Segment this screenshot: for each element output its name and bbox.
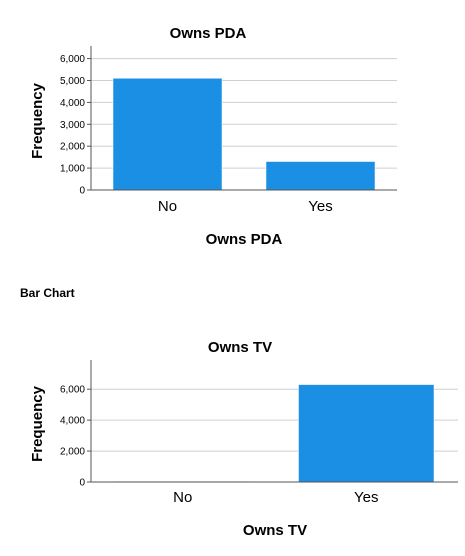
y-tick-label: 5,000 (60, 76, 85, 87)
x-tick-label: Yes (354, 489, 378, 506)
y-axis-title: Frequency (29, 385, 46, 462)
chart-title: Owns PDA (170, 25, 247, 42)
y-tick-label: 3,000 (60, 120, 85, 131)
y-tick-label: 2,000 (60, 447, 85, 458)
bar-no (112, 78, 223, 191)
y-tick-label: 0 (79, 478, 85, 489)
section-label: Bar Chart (20, 286, 75, 300)
x-axis-title: Owns PDA (206, 231, 283, 248)
x-axis-title: Owns TV (243, 522, 307, 539)
chart-title: Owns TV (208, 339, 272, 356)
y-tick-label: 4,000 (60, 98, 85, 109)
y-tick-label: 4,000 (60, 416, 85, 427)
x-tick-label: No (158, 198, 177, 215)
y-axis-title: Frequency (29, 82, 46, 159)
owns-tv-chart: Owns TV 0 2,000 4,000 6,000 No Yes Owns TV Frequ… (29, 339, 458, 539)
y-tick-label: 6,000 (60, 54, 85, 65)
y-tick-label: 1,000 (60, 164, 85, 175)
y-tick-label: 6,000 (60, 385, 85, 396)
y-tick-label: 2,000 (60, 142, 85, 153)
bar-yes (298, 384, 435, 483)
owns-pda-chart: Owns PDA 0 1,000 2,000 3,000 4,000 5,000 6,000 N… (29, 25, 397, 248)
y-tick-label: 0 (79, 186, 85, 197)
x-tick-label: No (173, 489, 192, 506)
bar-yes (265, 161, 376, 191)
x-tick-label: Yes (308, 198, 332, 215)
